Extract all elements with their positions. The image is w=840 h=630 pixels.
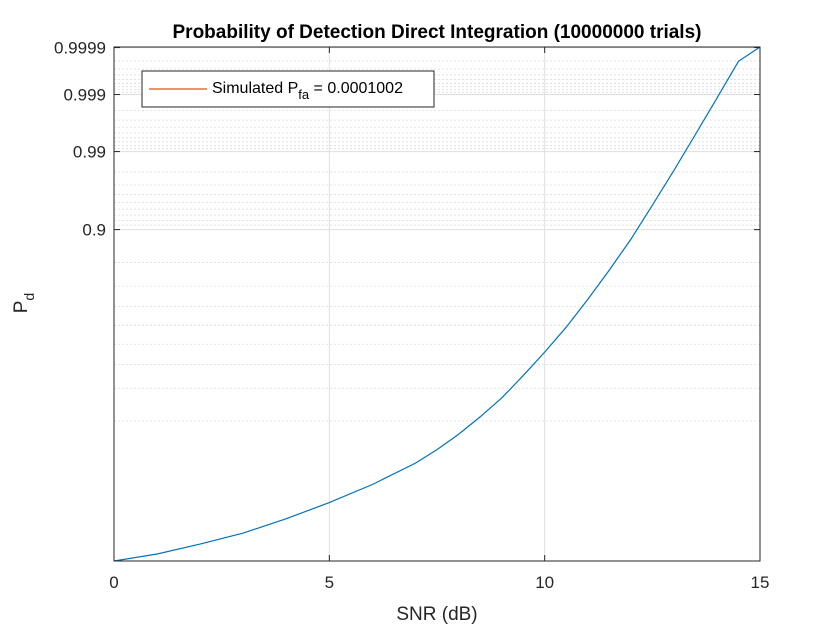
legend: Simulated Pfa = 0.0001002	[141, 70, 435, 108]
legend-entry-main: Simulated P	[212, 80, 298, 97]
y-tick-label: 0.9999	[54, 39, 106, 58]
y-axis-ticks: 0.9 0.99 0.999 0.9999	[54, 39, 760, 240]
legend-entry-suffix: = 0.0001002	[309, 80, 403, 97]
x-tick-label: 15	[751, 573, 770, 592]
y-tick-label: 0.99	[73, 143, 106, 162]
series-layer	[113, 46, 761, 562]
x-tick-label: 0	[109, 573, 118, 592]
y-axis-label-subscript: d	[21, 293, 37, 301]
series-line-simulated-pfa	[113, 46, 761, 562]
x-axis-label: SNR (dB)	[396, 604, 477, 625]
y-tick-label: 0.999	[63, 86, 106, 105]
y-axis-label: Pd	[11, 293, 37, 313]
plot-area-border	[113, 46, 761, 562]
x-tick-label: 10	[535, 573, 554, 592]
legend-entry-subscript: fa	[298, 87, 310, 102]
y-tick-label: 0.9	[82, 221, 106, 240]
x-tick-label: 5	[325, 573, 334, 592]
legend-entry-label: Simulated Pfa = 0.0001002	[212, 80, 403, 102]
y-axis-label-main: P	[11, 301, 32, 314]
chart-title: Probability of Detection Direct Integrat…	[173, 22, 702, 43]
